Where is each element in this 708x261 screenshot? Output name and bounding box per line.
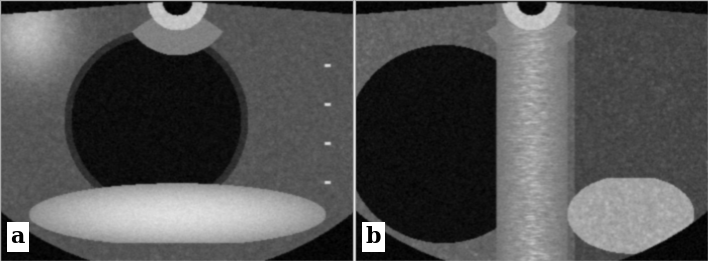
Text: a: a (11, 226, 25, 248)
Text: b: b (366, 226, 382, 248)
